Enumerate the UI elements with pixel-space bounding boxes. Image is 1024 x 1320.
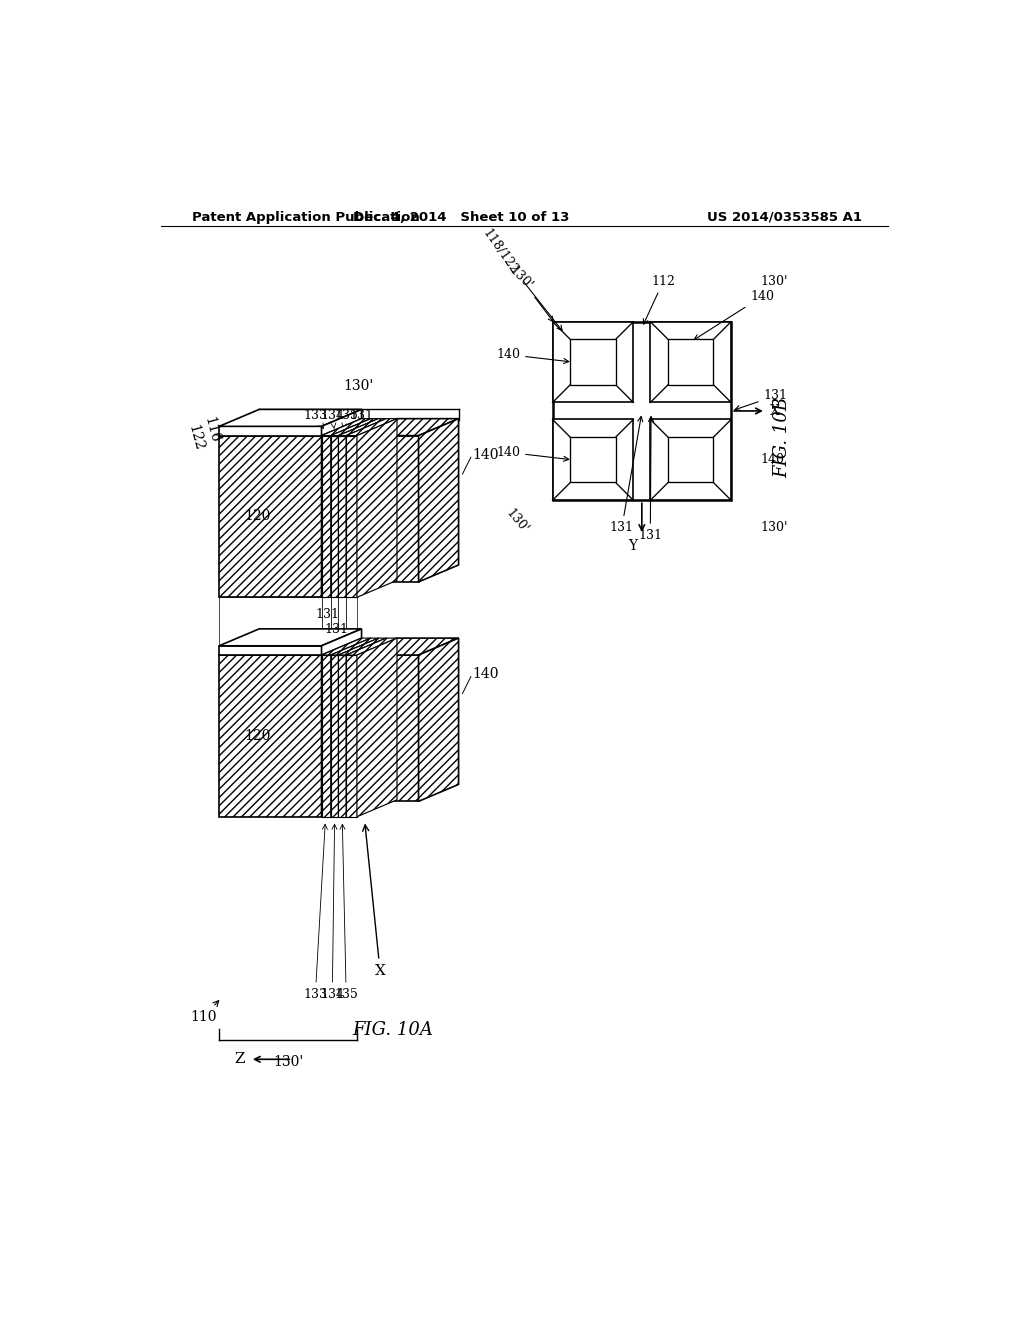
Polygon shape [219,645,322,655]
Text: 130': 130' [761,275,787,288]
Polygon shape [553,420,634,500]
Text: Z: Z [234,1052,245,1067]
Text: 135: 135 [334,824,358,1001]
Text: 131: 131 [349,409,374,429]
Text: US 2014/0353585 A1: US 2014/0353585 A1 [707,211,862,224]
Text: 133: 133 [303,824,328,1001]
Text: FIG. 10A: FIG. 10A [352,1020,433,1039]
Polygon shape [219,426,322,436]
Polygon shape [339,638,379,817]
Polygon shape [339,436,346,597]
Text: 131: 131 [735,389,787,411]
Polygon shape [346,638,386,817]
Polygon shape [346,418,397,436]
Polygon shape [668,437,714,483]
Polygon shape [322,409,361,436]
Polygon shape [322,638,361,817]
Text: 112: 112 [643,275,676,325]
Text: 134: 134 [321,824,344,1001]
Polygon shape [322,418,371,436]
Polygon shape [322,638,371,655]
Polygon shape [322,655,331,817]
Text: 133: 133 [303,409,328,429]
Polygon shape [570,437,615,483]
Polygon shape [331,418,379,436]
Polygon shape [650,322,731,403]
Polygon shape [553,322,634,403]
Text: FIG. 10B: FIG. 10B [773,397,792,478]
Text: 140: 140 [497,446,568,461]
Polygon shape [668,339,714,384]
Polygon shape [339,418,379,597]
Text: 140: 140 [761,453,784,466]
Text: 140: 140 [694,290,774,339]
Text: Y: Y [628,539,637,553]
Text: 140: 140 [472,668,499,681]
Text: 140: 140 [472,447,499,462]
Text: 122: 122 [185,424,206,453]
Text: 130': 130' [506,264,553,322]
Text: 131: 131 [638,417,663,541]
Polygon shape [331,638,379,655]
Text: 131: 131 [610,417,643,535]
Text: 130': 130' [344,379,374,393]
Polygon shape [331,655,339,817]
Polygon shape [219,436,322,597]
Polygon shape [419,638,459,801]
Polygon shape [339,638,386,655]
Polygon shape [219,655,322,817]
Text: 118/122: 118/122 [480,227,562,330]
Polygon shape [357,638,459,655]
Polygon shape [357,418,397,597]
Text: 135: 135 [334,409,358,428]
Polygon shape [346,655,357,817]
Polygon shape [219,418,361,436]
Polygon shape [339,597,346,655]
Polygon shape [357,436,419,582]
Polygon shape [322,597,331,655]
Text: Patent Application Publication: Patent Application Publication [193,211,420,224]
Text: 130': 130' [761,521,787,535]
Polygon shape [650,420,731,500]
Text: 130': 130' [273,1056,303,1069]
Polygon shape [346,597,357,655]
Text: X: X [362,825,385,978]
Polygon shape [346,418,386,597]
Text: 131: 131 [325,623,349,636]
Text: Dec. 4, 2014   Sheet 10 of 13: Dec. 4, 2014 Sheet 10 of 13 [353,211,569,224]
Polygon shape [219,409,361,426]
Polygon shape [357,638,397,817]
Text: 134: 134 [321,409,344,428]
Polygon shape [331,418,371,597]
Polygon shape [322,436,331,597]
Polygon shape [357,418,459,436]
Polygon shape [339,655,346,817]
Text: 131: 131 [315,609,340,622]
Text: 120: 120 [245,510,270,524]
Polygon shape [219,628,361,645]
Polygon shape [331,436,339,597]
Text: 140: 140 [497,348,568,363]
Text: 116: 116 [201,416,221,445]
Polygon shape [219,597,322,655]
Text: 130': 130' [503,506,530,536]
Polygon shape [570,339,615,384]
Polygon shape [322,628,361,655]
Polygon shape [346,638,397,655]
Polygon shape [322,418,361,597]
Polygon shape [219,638,361,655]
Polygon shape [346,436,357,597]
Text: 110: 110 [190,1001,219,1024]
Polygon shape [339,418,386,436]
Polygon shape [331,638,371,817]
Text: X: X [770,404,779,418]
Polygon shape [419,418,459,582]
Polygon shape [331,597,339,655]
Text: 120: 120 [245,729,270,743]
Polygon shape [357,655,419,801]
